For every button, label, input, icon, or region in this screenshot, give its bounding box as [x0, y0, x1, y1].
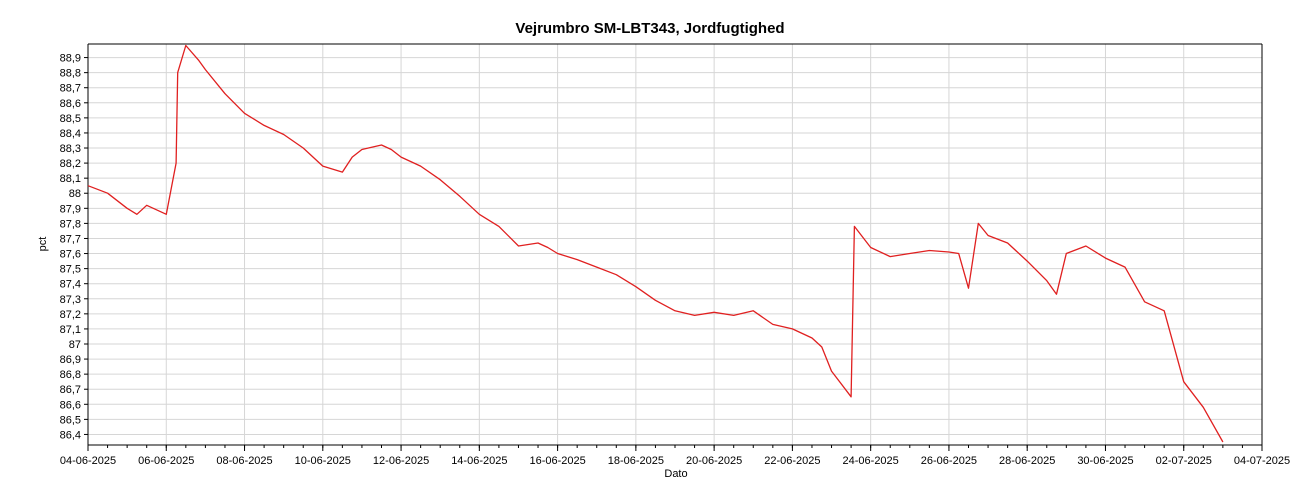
- y-tick-label: 87,6: [60, 249, 81, 261]
- x-axis-title: Dato: [664, 468, 687, 480]
- y-tick-label: 88,6: [60, 98, 81, 110]
- y-tick-label: 88: [69, 188, 81, 200]
- x-tick-label: 08-06-2025: [216, 455, 272, 467]
- y-tick-label: 87: [69, 339, 81, 351]
- y-tick-label: 88,7: [60, 83, 81, 95]
- x-tick-label: 26-06-2025: [921, 455, 977, 467]
- x-tick-label: 10-06-2025: [295, 455, 351, 467]
- y-tick-label: 87,5: [60, 264, 81, 276]
- y-tick-label: 86,5: [60, 414, 81, 426]
- y-tick-label: 88,5: [60, 113, 81, 125]
- y-tick-label: 87,7: [60, 233, 81, 245]
- y-tick-label: 87,1: [60, 324, 81, 336]
- y-tick-label: 86,7: [60, 384, 81, 396]
- y-tick-label: 86,4: [60, 429, 81, 441]
- x-tick-label: 02-07-2025: [1156, 455, 1212, 467]
- y-tick-label: 86,8: [60, 369, 81, 381]
- series-line: [87, 44, 1224, 443]
- y-tick-label: 88,1: [60, 173, 81, 185]
- y-tick-label: 88,9: [60, 53, 81, 65]
- x-tick-label: 30-06-2025: [1077, 455, 1133, 467]
- y-tick-label: 87,8: [60, 218, 81, 230]
- y-tick-label: 87,9: [60, 203, 81, 215]
- x-tick-label: 18-06-2025: [608, 455, 664, 467]
- y-tick-label: 87,2: [60, 309, 81, 321]
- y-tick-label: 88,2: [60, 158, 81, 170]
- x-tick-label: 06-06-2025: [138, 455, 194, 467]
- y-tick-label: 86,9: [60, 354, 81, 366]
- x-tick-label: 20-06-2025: [686, 455, 742, 467]
- x-tick-label: 04-06-2025: [60, 455, 116, 467]
- y-tick-label: 87,3: [60, 294, 81, 306]
- x-tick-label: 14-06-2025: [451, 455, 507, 467]
- y-tick-label: 88,3: [60, 143, 81, 155]
- y-axis-ticks: 86,4 86,5 86,6 86,7 86,8 86,9 87 87,1 87,2 87,3 87…: [60, 53, 88, 441]
- x-tick-label: 16-06-2025: [529, 455, 585, 467]
- y-tick-label: 88,8: [60, 68, 81, 80]
- x-tick-label: 12-06-2025: [373, 455, 429, 467]
- x-tick-label: 04-07-2025: [1234, 455, 1290, 467]
- y-tick-label: 87,4: [60, 279, 81, 291]
- y-tick-label: 86,6: [60, 399, 81, 411]
- grid-lines: [87, 44, 1263, 445]
- x-tick-label: 22-06-2025: [764, 455, 820, 467]
- x-axis-ticks: 04-06-2025 06-06-2025 08-06-2025 10-06-2025…: [60, 445, 1290, 467]
- y-tick-label: 88,4: [60, 128, 81, 140]
- x-tick-label: 28-06-2025: [999, 455, 1055, 467]
- series-group: [87, 44, 1224, 443]
- x-tick-label: 24-06-2025: [843, 455, 899, 467]
- plot-area: [88, 44, 1262, 445]
- chart-title: Vejrumbro SM-LBT343, Jordfugtighed: [515, 20, 785, 37]
- y-axis-title: pct: [37, 237, 49, 252]
